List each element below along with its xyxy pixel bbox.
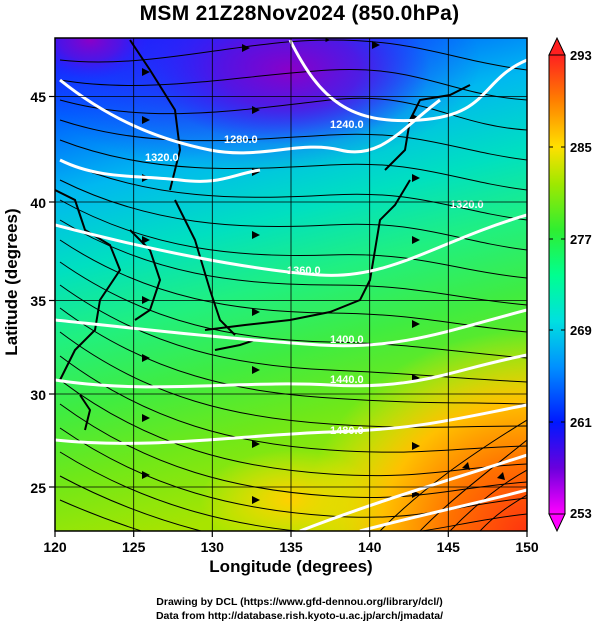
credit-drawing: Drawing by DCL (https://www.gfd-dennou.o… xyxy=(156,596,443,608)
wind-streamlines xyxy=(59,38,527,531)
contour-label: 1240.0 xyxy=(330,119,364,131)
y-tick-label: 25 xyxy=(30,480,46,496)
x-tick-label: 145 xyxy=(437,539,461,555)
coastlines xyxy=(55,39,471,431)
x-tick-label: 120 xyxy=(43,539,67,555)
wind-arrowheads xyxy=(142,41,505,504)
colorbar-tick-label: 277 xyxy=(570,232,592,247)
credit-data: Data from http://database.rish.kyoto-u.a… xyxy=(155,610,444,622)
height-contours xyxy=(55,39,527,531)
x-tick-label: 125 xyxy=(122,539,146,555)
colorbar-tick-label: 261 xyxy=(570,415,592,430)
colorbar-gradient xyxy=(548,54,566,515)
y-tick-label: 45 xyxy=(30,89,46,105)
x-axis-label: Longitude (degrees) xyxy=(209,557,373,576)
contour-label: 1400.0 xyxy=(330,334,364,346)
contour-label: 1360.0 xyxy=(287,265,321,277)
contour-label: 1280.0 xyxy=(224,134,258,146)
y-tick-labels: 25 30 35 40 45 xyxy=(30,89,46,496)
colorbar-tick-label: 269 xyxy=(570,323,592,338)
contour-labels: 1240.0 1280.0 1320.0 1360.0 1400.0 1440.… xyxy=(145,119,484,437)
colorbar-tick-label: 253 xyxy=(570,506,592,521)
x-tick-labels: 120 125 130 135 140 145 150 xyxy=(43,539,539,555)
contour-label: 1320.0 xyxy=(145,152,179,164)
colorbar: 293 285 277 269 261 253 xyxy=(548,36,592,533)
y-tick-label: 40 xyxy=(30,195,46,211)
x-tick-label: 135 xyxy=(279,539,303,555)
contour-label: 1320.0 xyxy=(450,199,484,211)
contour-label: 1440.0 xyxy=(330,374,364,386)
temperature-field xyxy=(55,38,527,531)
colorbar-tick-label: 285 xyxy=(570,140,592,155)
x-tick-label: 150 xyxy=(515,539,539,555)
map-title: MSM 21Z28Nov2024 (850.0hPa) xyxy=(139,2,460,25)
colorbar-tick-label: 293 xyxy=(570,48,592,63)
colorbar-lower-arrow xyxy=(548,513,566,533)
grid-lines xyxy=(55,38,527,531)
x-tick-label: 130 xyxy=(201,539,225,555)
colorbar-upper-arrow xyxy=(548,36,566,56)
colorbar-labels: 293 285 277 269 261 253 xyxy=(570,48,592,521)
colorbar-ticks xyxy=(549,146,565,423)
x-tick-label: 140 xyxy=(358,539,382,555)
contour-label: 1480.0 xyxy=(330,425,364,437)
y-tick-label: 30 xyxy=(30,387,46,403)
y-tick-label: 35 xyxy=(30,293,46,309)
axis-ticks xyxy=(49,95,528,537)
